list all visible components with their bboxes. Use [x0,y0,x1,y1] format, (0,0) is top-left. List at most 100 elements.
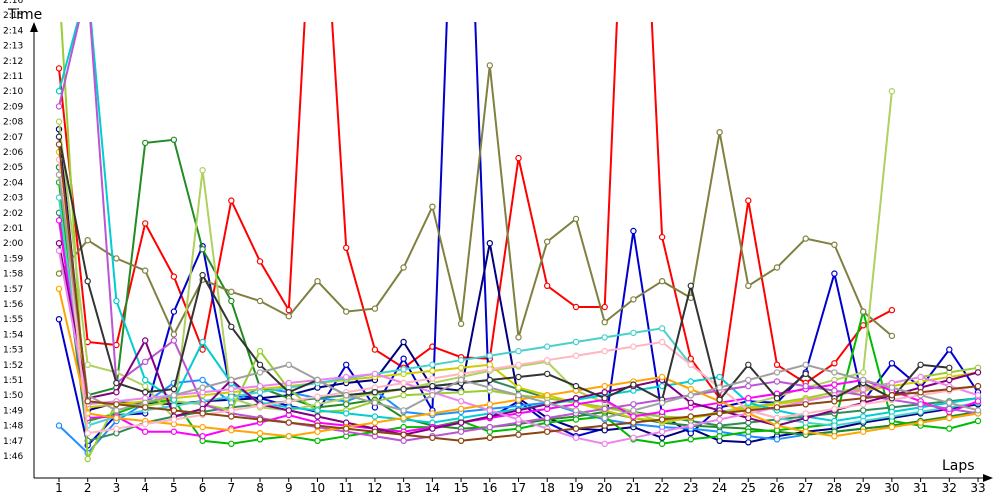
data-point [314,413,321,420]
data-point [745,382,752,390]
data-point [457,357,465,364]
data-point [343,425,350,432]
data-point [572,434,580,441]
data-point [630,434,637,441]
x-tick-label: 11 [339,481,354,495]
data-point [544,399,551,406]
data-point [371,305,379,312]
x-tick-label: 10 [310,481,325,495]
data-point [831,241,838,248]
data-point [974,382,982,390]
data-point [716,128,723,136]
data-point [917,361,924,368]
data-point [572,425,580,432]
data-point [802,401,809,408]
data-point [515,361,522,368]
data-point [400,338,407,346]
data-point [917,389,924,396]
data-point [170,407,178,414]
data-point [802,410,809,417]
data-point [917,373,924,381]
data-point [888,413,896,420]
data-point [773,395,781,402]
data-point [630,401,637,408]
data-point [888,87,896,95]
data-point [141,404,149,411]
data-point [343,308,350,315]
data-point [544,428,551,435]
y-tick-label: 2:04 [3,178,23,188]
data-point [745,428,752,435]
data-point [141,376,149,384]
x-tick-label: 8 [256,481,264,495]
data-point [371,399,379,406]
data-point [228,376,235,384]
data-point [400,414,407,422]
data-point [457,389,465,396]
data-point [55,270,63,277]
x-tick-label: 24 [712,481,727,495]
data-point [429,410,436,417]
data-point [199,384,206,391]
data-point [486,413,493,420]
data-point [256,416,264,423]
data-point [831,433,838,440]
data-point [113,379,120,387]
data-point [486,401,493,408]
y-tick-label: 2:08 [3,118,23,128]
data-point [860,322,867,329]
data-point [515,425,522,432]
data-point [544,392,551,399]
data-point [658,434,666,441]
data-point [199,433,206,440]
y-tick-label: 1:58 [3,270,23,280]
data-point [946,425,953,432]
data-point [630,407,637,414]
data-point [486,407,493,414]
x-tick-label: 20 [597,481,612,495]
data-point [113,389,120,396]
data-point [630,227,637,235]
data-point [55,141,63,148]
x-tick-label: 26 [769,481,784,495]
data-point [457,320,465,327]
data-point [228,323,235,330]
x-tick-label: 9 [285,481,293,495]
data-point [658,428,666,435]
data-point [687,378,695,385]
data-point [946,346,953,353]
y-tick-label: 2:10 [3,87,23,97]
data-point [256,297,264,305]
data-point [199,166,206,174]
data-point [55,171,63,178]
x-tick-label: 28 [827,481,842,495]
data-point [343,410,350,417]
data-point [256,402,264,409]
data-point [831,405,838,413]
x-tick-label: 13 [396,481,411,495]
data-point [630,419,637,426]
data-point [84,430,91,437]
data-point [400,355,407,362]
data-point [84,361,91,368]
data-point [773,414,781,422]
data-point [141,139,149,147]
data-point [170,416,178,423]
data-point [199,410,206,417]
data-point [515,407,522,414]
data-point [228,393,235,400]
data-point [199,376,206,384]
data-point [572,338,580,346]
data-point [802,382,809,390]
data-point [486,384,493,391]
data-point [400,437,407,444]
data-point [515,154,522,162]
data-point [285,361,292,368]
data-point [716,384,723,391]
x-tick-label: 21 [626,481,641,495]
y-tick-label: 1:47 [3,437,23,447]
data-point [371,428,379,435]
y-ticks: 1:46 1:47 1:48 1:49 1:50 1:51 1:52 1:53 1:54 1:55… [3,0,23,462]
data-point [687,282,695,289]
data-point [170,385,178,393]
